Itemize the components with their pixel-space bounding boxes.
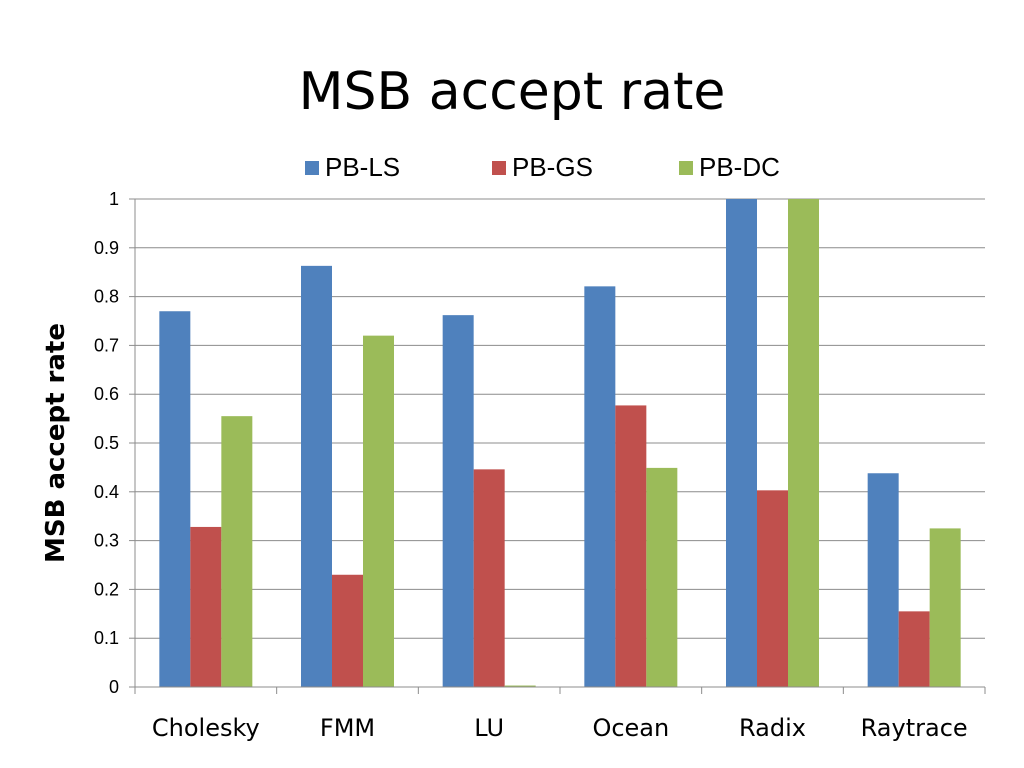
bar-pb-ls-fmm — [301, 265, 332, 687]
y-axis-label: MSB accept rate — [41, 323, 71, 563]
legend-swatch-pb-gs — [492, 160, 506, 175]
y-tick-label-10: 1 — [109, 189, 119, 209]
bar-pb-dc-raytrace — [929, 528, 961, 687]
bar-pb-gs-ocean — [615, 405, 647, 687]
x-category-label-raytrace: Raytrace — [861, 714, 968, 742]
x-category-label-lu: LU — [474, 714, 504, 742]
legend-label-pb-ls: PB-LS — [325, 152, 401, 182]
y-tick-label-2: 0.2 — [94, 579, 119, 599]
legend-item-pb-gs: PB-GS — [492, 152, 679, 183]
bar-pb-ls-cholesky — [159, 311, 191, 687]
y-tick-label-8: 0.8 — [94, 287, 119, 307]
x-category-label-ocean: Ocean — [592, 714, 669, 742]
y-tick-labels: 0 0.1 0.2 0.3 0.4 0.5 0.6 0.7 0.8 0.9 1 — [94, 189, 119, 697]
bar-pb-dc-fmm — [363, 335, 394, 687]
y-tick-label-7: 0.7 — [94, 335, 119, 355]
x-category-label-radix: Radix — [739, 714, 806, 742]
legend-label-pb-dc: PB-DC — [699, 152, 780, 182]
y-tick-label-5: 0.5 — [94, 433, 119, 453]
bar-pb-ls-raytrace — [867, 473, 899, 687]
legend-item-pb-ls: PB-LS — [305, 152, 492, 183]
bar-pb-gs-lu — [473, 469, 505, 687]
bar-pb-dc-lu — [504, 685, 536, 687]
y-tick-label-0: 0 — [109, 677, 119, 697]
chart-title: MSB accept rate — [298, 62, 726, 122]
x-category-label-cholesky: Cholesky — [152, 714, 260, 742]
bar-pb-gs-raytrace — [898, 611, 930, 687]
y-tick-label-4: 0.4 — [94, 482, 119, 502]
legend-item-pb-dc: PB-DC — [679, 152, 866, 183]
x-category-labels: Cholesky FMM LU Ocean Radix Raytrace — [152, 714, 968, 742]
bars — [159, 199, 961, 687]
y-tick-label-3: 0.3 — [94, 531, 119, 551]
x-category-label-fmm: FMM — [320, 714, 375, 742]
bar-pb-dc-cholesky — [221, 416, 253, 687]
axes — [129, 198, 986, 694]
bar-pb-gs-radix — [757, 490, 788, 687]
y-tick-label-9: 0.9 — [94, 238, 119, 258]
y-tick-label-6: 0.6 — [94, 384, 119, 404]
bar-pb-ls-radix — [726, 199, 757, 687]
bar-pb-ls-lu — [442, 315, 474, 687]
gridlines — [135, 198, 985, 639]
y-tick-label-1: 0.1 — [94, 628, 119, 648]
legend: PB-LS PB-GS PB-DC — [305, 152, 866, 183]
bar-pb-gs-cholesky — [190, 526, 222, 687]
bar-pb-dc-ocean — [646, 467, 678, 687]
bar-pb-dc-radix — [788, 199, 819, 687]
bar-pb-gs-fmm — [332, 574, 363, 687]
legend-swatch-pb-dc — [679, 160, 693, 175]
legend-swatch-pb-ls — [305, 160, 319, 175]
bar-pb-ls-ocean — [584, 286, 616, 687]
legend-label-pb-gs: PB-GS — [512, 152, 593, 182]
